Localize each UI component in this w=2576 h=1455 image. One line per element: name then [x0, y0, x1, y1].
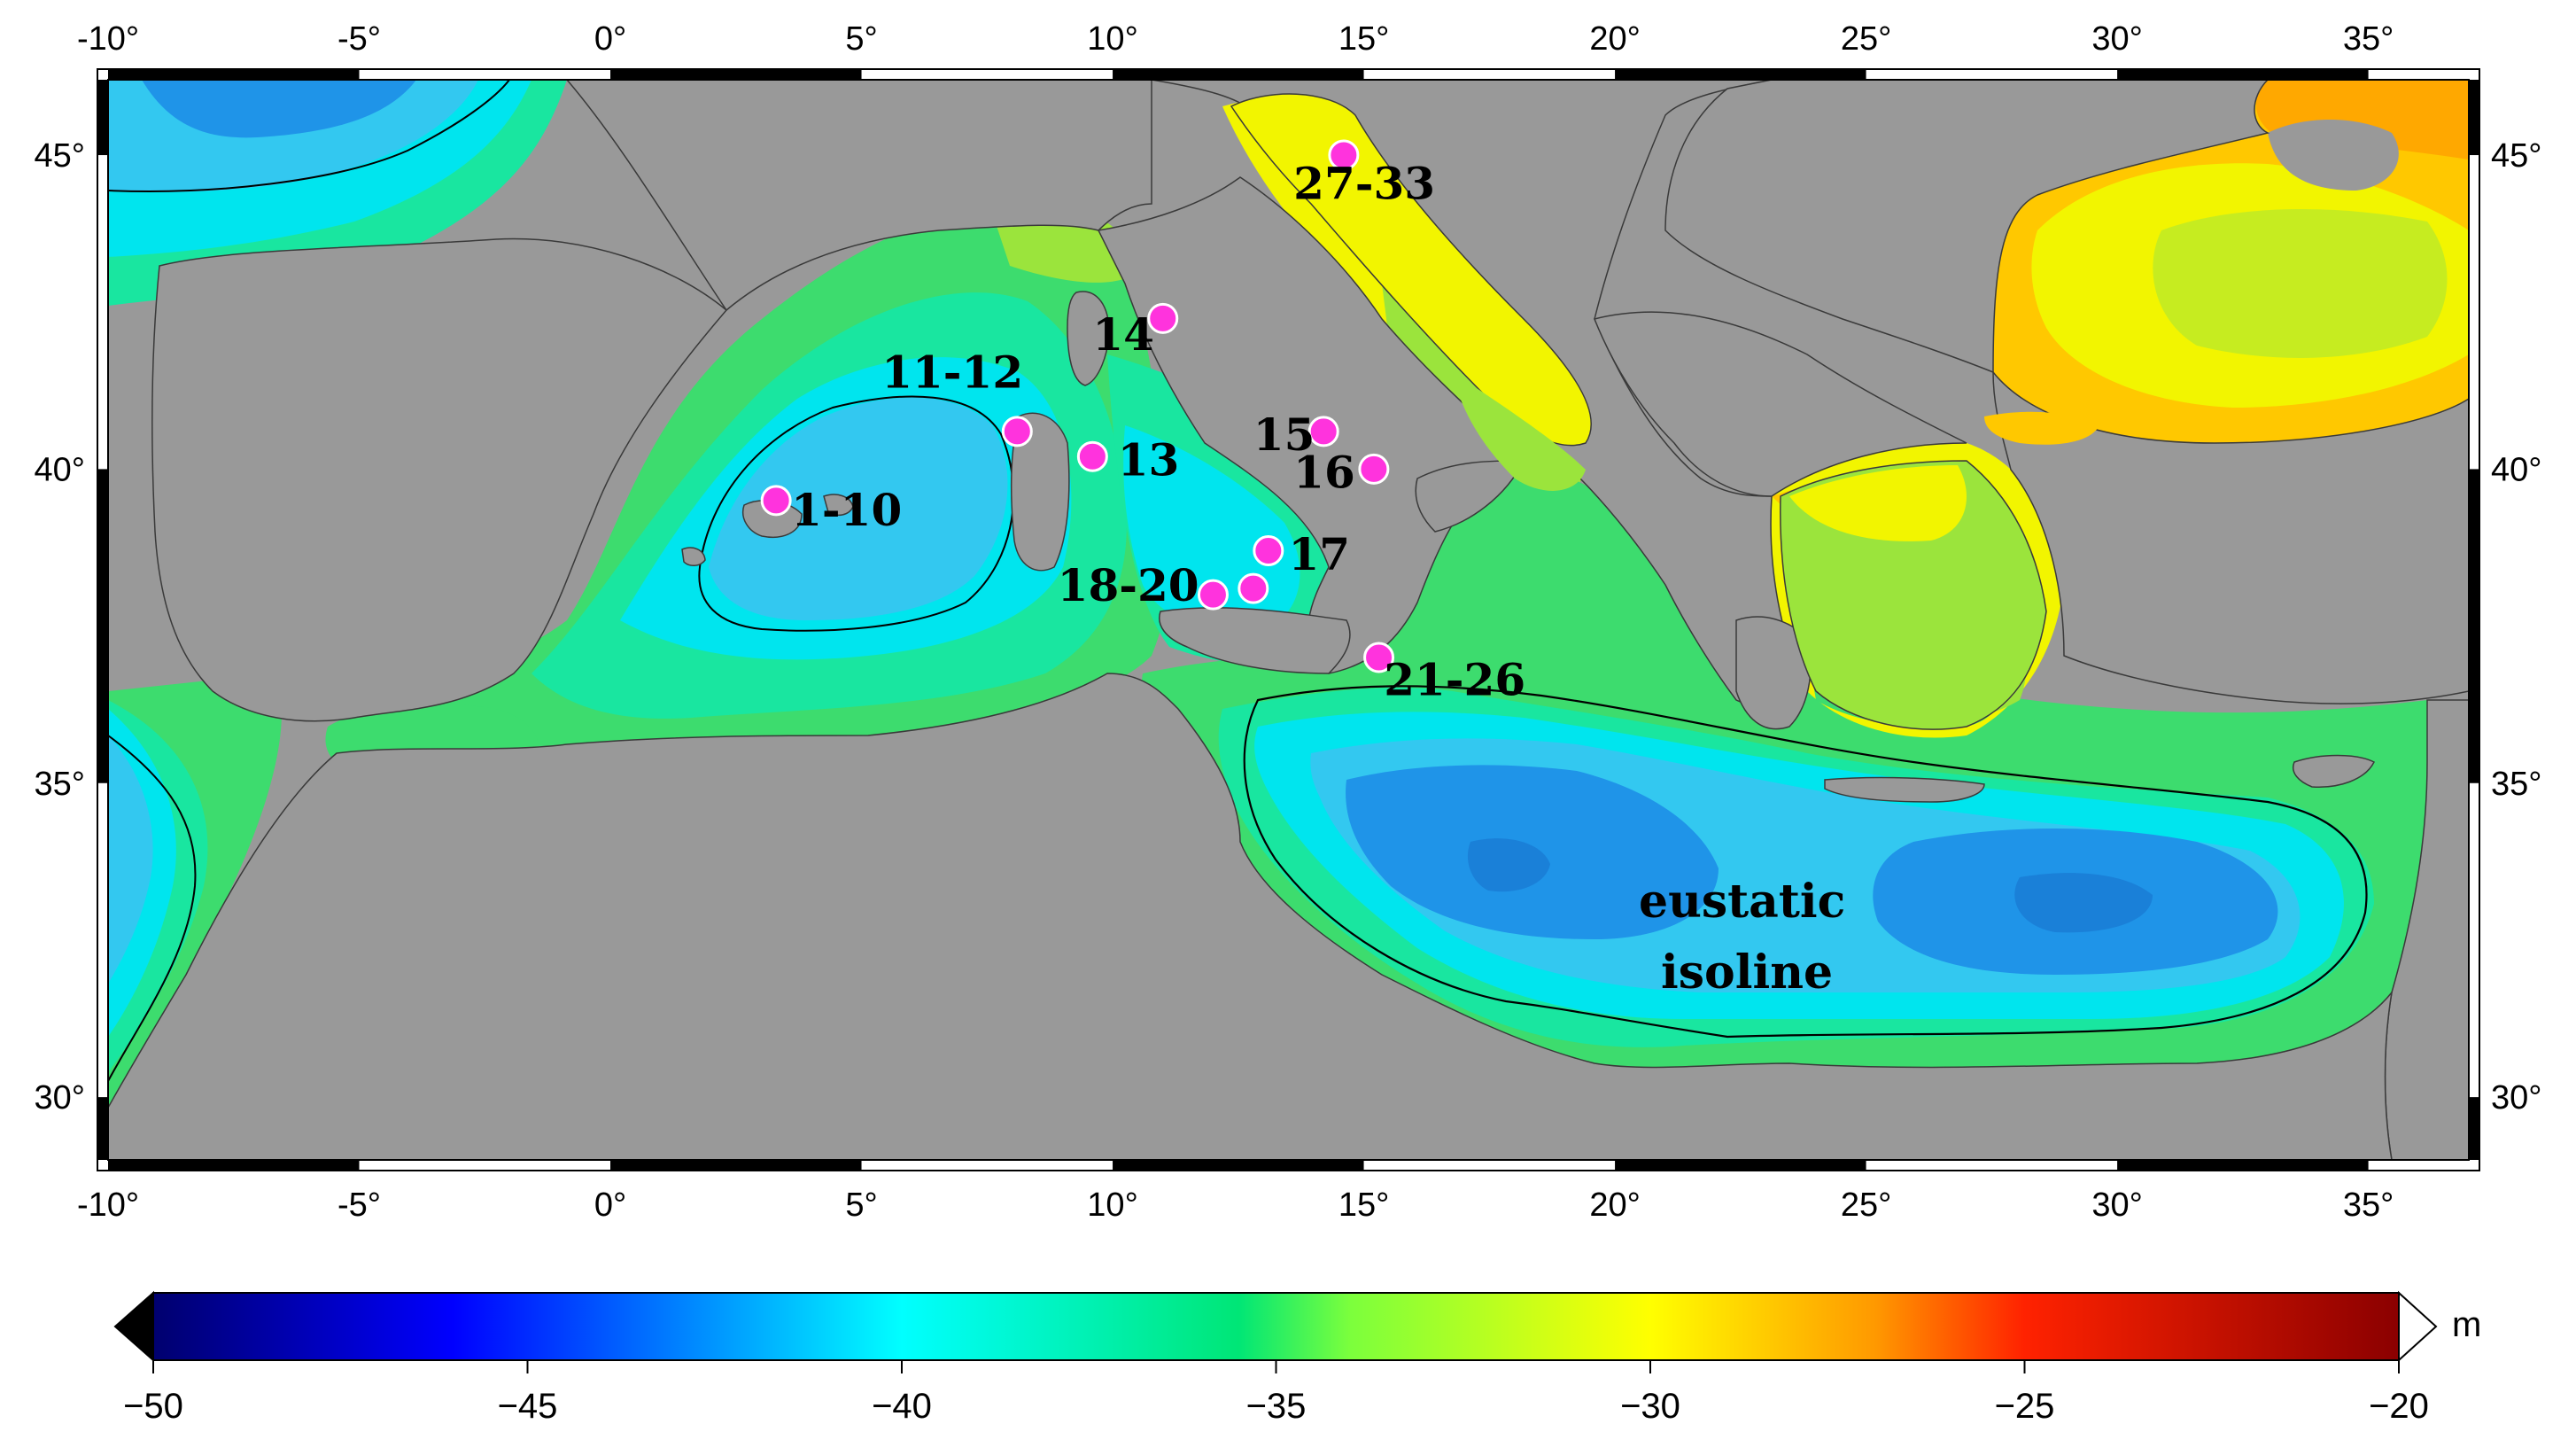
colorbar-tick-label: −50: [123, 1387, 183, 1426]
site-marker: [1197, 579, 1229, 611]
site-marker: [1001, 416, 1033, 447]
colorbar-tick-label: −40: [872, 1387, 932, 1426]
frame-bar-top: [1113, 69, 1364, 80]
colorbar-tick-label: −30: [1620, 1387, 1680, 1426]
map-frame: [97, 68, 2480, 1171]
lat-tick-label: 30°: [35, 1079, 85, 1117]
lon-tick-label: 5°: [845, 20, 877, 58]
lon-tick-label: 0°: [594, 1187, 626, 1224]
sea-aegean-north: [1789, 465, 1967, 541]
frame-bar-top: [2117, 69, 2369, 80]
sea-adriatic-top: [1230, 93, 1592, 447]
lon-tick-labels-bottom: -10° -5° 0° 5° 10° 15° 20° 25° 30° 35°: [77, 1187, 2394, 1224]
lat-tick-labels-left: 30° 35° 40° 45°: [35, 137, 85, 1117]
site-label: 1-10: [791, 484, 902, 536]
lon-tick-label: 25°: [1841, 1187, 1891, 1224]
lon-tick-label: -5°: [338, 1187, 381, 1224]
lon-tick-label: 10°: [1087, 20, 1137, 58]
lon-tick-label: 35°: [2343, 20, 2394, 58]
colorbar-unit: m: [2452, 1305, 2481, 1344]
sea-atlantic-south: [108, 673, 282, 1108]
lon-tick-label: 15°: [1338, 1187, 1389, 1224]
lat-tick-label: 45°: [2491, 137, 2541, 175]
sea-black: [1980, 80, 2469, 443]
lon-tick-label: -10°: [77, 20, 139, 58]
lon-tick-label: 20°: [1589, 1187, 1640, 1224]
lat-tick-label: 40°: [2491, 451, 2541, 488]
colorbar-gradient: [152, 1292, 2400, 1361]
site-label: 11-12: [881, 346, 1023, 398]
frame-bar-top: [108, 69, 360, 80]
frame-bar-left: [97, 80, 108, 156]
sea-eastern-med: [1139, 461, 2450, 1078]
site-label: 16: [1293, 447, 1355, 499]
frame-bar-left: [97, 1097, 108, 1160]
lon-tick-label: 25°: [1841, 20, 1891, 58]
sea-atlantic-north: [108, 80, 567, 306]
frame-bar-right: [2469, 1097, 2479, 1160]
frame-bar-top: [610, 69, 862, 80]
lon-tick-label: 30°: [2091, 20, 2142, 58]
frame-bar-bottom: [1615, 1160, 1866, 1171]
sea-adriatic-south: [1453, 372, 1586, 491]
site-label: 13: [1118, 433, 1180, 486]
site-marker: [1363, 642, 1395, 673]
lon-tick-label: 10°: [1087, 1187, 1137, 1224]
lat-tick-label: 30°: [2491, 1079, 2541, 1117]
colorbar-min-triangle: [113, 1290, 154, 1363]
site-label: 21-26: [1384, 654, 1525, 706]
site-label: 18-20: [1058, 559, 1199, 611]
frame-bar-bottom: [610, 1160, 862, 1171]
colorbar-tick-label: −35: [1246, 1387, 1307, 1426]
frame-bars: [97, 69, 2479, 1171]
frame-bar-right: [2469, 80, 2479, 156]
site-label: 15: [1253, 408, 1315, 461]
site-label: 27-33: [1293, 158, 1435, 210]
site-marker: [1253, 535, 1284, 567]
lat-tick-label: 45°: [35, 137, 85, 175]
colorbar-max-triangle: [2398, 1290, 2438, 1363]
lon-tick-label: 15°: [1338, 20, 1389, 58]
site-marker: [1358, 453, 1390, 485]
lon-tick-label: 0°: [594, 20, 626, 58]
site-marker: [1307, 416, 1339, 447]
frame-bar-right: [2469, 469, 2479, 783]
lon-tick-label: 35°: [2343, 1187, 2394, 1224]
frame-bar-bottom: [2117, 1160, 2369, 1171]
site-marker: [1147, 302, 1179, 334]
lat-tick-label: 35°: [2491, 766, 2541, 803]
lon-tick-label: -10°: [77, 1187, 139, 1224]
site-marker: [1328, 139, 1360, 171]
colorbar-tick-label: −45: [498, 1387, 558, 1426]
lon-tick-labels-top: -10° -5° 0° 5° 10° 15° 20° 25° 30° 35°: [77, 20, 2394, 58]
lat-tick-label: 40°: [35, 451, 85, 488]
map-panel: [108, 80, 2469, 1160]
eustatic-label-line2: isoline: [1661, 945, 1833, 1000]
site-label: 14: [1092, 308, 1154, 361]
lon-tick-label: 20°: [1589, 20, 1640, 58]
colorbar-tick-label: −25: [1995, 1387, 2055, 1426]
lon-tick-label: -5°: [338, 20, 381, 58]
site-label: 17: [1289, 528, 1351, 580]
eustatic-label-line1: eustatic: [1639, 875, 1845, 929]
lon-tick-label: 30°: [2091, 1187, 2142, 1224]
frame-bar-bottom: [108, 1160, 360, 1171]
colorbar: −50 −45 −40 −35 −30 −25 −20 m: [113, 1290, 2481, 1426]
land-masses: [108, 80, 2469, 1160]
site-marker: [760, 485, 792, 517]
site-marker: [1076, 440, 1108, 472]
colorbar-ticks: −50 −45 −40 −35 −30 −25 −20: [123, 1360, 2429, 1426]
lat-tick-label: 35°: [35, 766, 85, 803]
frame-bar-top: [1615, 69, 1866, 80]
site-marker: [1238, 572, 1269, 604]
sea-marmara: [1984, 411, 2099, 445]
lon-tick-label: 5°: [845, 1187, 877, 1224]
colorbar-tick-label: −20: [2369, 1387, 2429, 1426]
frame-bar-left: [97, 469, 108, 783]
frame-bar-bottom: [1113, 1160, 1364, 1171]
lat-tick-labels-right: 30° 35° 40° 45°: [2491, 137, 2541, 1117]
